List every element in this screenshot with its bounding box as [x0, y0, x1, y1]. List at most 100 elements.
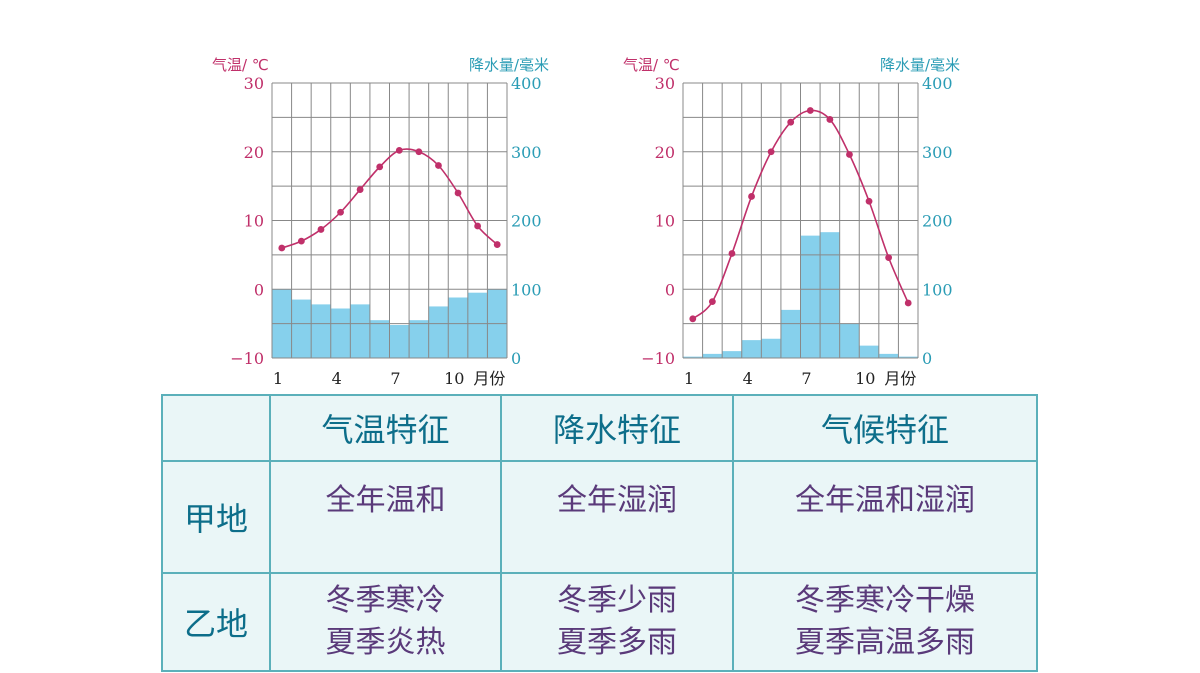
header-corner — [161, 394, 271, 462]
temperature-point — [297, 237, 305, 245]
temp-axis-title: 气温/ ℃ — [212, 56, 269, 74]
temperature-point — [454, 189, 462, 197]
temperature-point — [865, 197, 873, 205]
precip-bar — [878, 353, 899, 358]
month-unit-label: 月份 — [473, 369, 505, 388]
month-tick-label: 10 — [855, 369, 875, 388]
header-climate: 气候特征 — [732, 394, 1038, 462]
cell-yi-climate: 冬季寒冷干燥 夏季高温多雨 — [732, 572, 1038, 672]
month-tick-label: 1 — [684, 369, 694, 388]
precip-bar — [448, 297, 468, 358]
temperature-point — [337, 208, 344, 216]
temp-tick-label: −10 — [641, 349, 675, 368]
cell-yi-precip: 冬季少雨 夏季多雨 — [500, 572, 734, 672]
precip-bar — [702, 353, 723, 358]
precip-tick-label: 0 — [922, 349, 932, 368]
temp-tick-label: 10 — [655, 212, 675, 231]
temp-tick-label: −10 — [230, 349, 264, 368]
precip-tick-label: 0 — [511, 349, 521, 368]
temperature-point — [826, 116, 834, 123]
precip-bar — [722, 351, 742, 358]
temperature-point — [767, 148, 775, 156]
temp-tick-label: 30 — [244, 74, 264, 93]
temperature-point — [689, 315, 697, 323]
row-label-jia: 甲地 — [161, 460, 271, 574]
header-precip: 降水特征 — [500, 394, 734, 462]
month-tick-label: 4 — [743, 369, 753, 388]
precip-tick-label: 400 — [511, 74, 542, 93]
cell-jia-climate: 全年温和湿润 — [732, 460, 1038, 574]
row-label-yi: 乙地 — [161, 572, 271, 672]
precip-tick-label: 100 — [511, 280, 542, 299]
cell-yi-climate-line2: 夏季高温多雨 — [795, 625, 975, 660]
month-tick-label: 10 — [444, 369, 464, 388]
temp-tick-label: 20 — [244, 143, 264, 162]
temperature-point — [885, 254, 893, 262]
precip-tick-label: 200 — [511, 212, 542, 231]
temp-tick-label: 10 — [244, 212, 264, 231]
temperature-point — [708, 298, 716, 306]
cell-jia-precip: 全年湿润 — [500, 460, 734, 574]
cell-jia-temp: 全年温和 — [269, 460, 502, 574]
precip-bar — [780, 309, 801, 358]
temp-tick-label: 0 — [665, 280, 675, 299]
temperature-point — [748, 193, 755, 200]
temperature-point — [846, 151, 853, 158]
precip-bar — [330, 308, 351, 358]
precip-bar — [800, 235, 821, 358]
temp-tick-label: 0 — [254, 280, 264, 299]
temperature-point — [904, 299, 912, 307]
precip-tick-label: 400 — [922, 74, 953, 93]
month-tick-label: 7 — [801, 369, 811, 388]
precip-bar — [898, 356, 918, 358]
precip-bar — [741, 340, 762, 358]
temperature-point — [356, 186, 364, 193]
temperature-point — [376, 163, 384, 171]
precip-bar — [859, 345, 879, 358]
temperature-point — [317, 226, 325, 233]
header-temp: 气温特征 — [269, 394, 502, 462]
temp-tick-label: 30 — [655, 74, 675, 93]
temperature-point — [787, 118, 795, 126]
month-tick-label: 1 — [273, 369, 283, 388]
precip-tick-label: 200 — [922, 212, 953, 231]
temperature-point — [728, 250, 736, 257]
precip-bar — [291, 299, 312, 358]
temperature-point — [806, 107, 814, 114]
temperature-point — [395, 146, 403, 154]
temperature-point — [278, 244, 286, 252]
temperature-point — [435, 162, 442, 169]
cell-yi-temp-line1: 冬季寒冷 — [325, 583, 446, 618]
precip-bar — [467, 292, 488, 358]
cell-yi-temp-line2: 夏季炎热 — [325, 625, 446, 660]
cell-yi-temp: 冬季寒冷 夏季炎热 — [269, 572, 502, 672]
temperature-point — [493, 241, 501, 248]
precip-bar — [369, 320, 390, 358]
precip-bar — [761, 338, 781, 358]
cell-yi-precip-line1: 冬季少雨 — [557, 583, 677, 618]
precip-bar — [428, 306, 449, 358]
precip-bar — [311, 304, 331, 358]
month-tick-label: 7 — [390, 369, 400, 388]
precip-axis-title: 降水量/毫米 — [880, 56, 960, 74]
precip-tick-label: 300 — [511, 143, 542, 162]
precip-bar — [350, 304, 370, 358]
temperature-line — [692, 109, 909, 320]
month-tick-label: 4 — [332, 369, 342, 388]
temperature-point — [415, 148, 423, 156]
temp-axis-title: 气温/ ℃ — [623, 56, 680, 74]
precip-tick-label: 300 — [922, 143, 953, 162]
temperature-point — [474, 222, 482, 230]
cell-yi-precip-line2: 夏季多雨 — [557, 625, 677, 660]
climate-summary-table: 气温特征 降水特征 气候特征 甲地 全年温和 全年湿润 全年温和湿润 乙地 冬季… — [161, 394, 1038, 672]
precip-bar — [683, 356, 703, 358]
precip-bar — [839, 323, 860, 358]
month-unit-label: 月份 — [884, 369, 916, 388]
precip-axis-title: 降水量/毫米 — [469, 56, 549, 74]
precip-bar — [820, 232, 840, 358]
precip-bar — [409, 320, 429, 358]
precip-bar — [389, 325, 410, 358]
